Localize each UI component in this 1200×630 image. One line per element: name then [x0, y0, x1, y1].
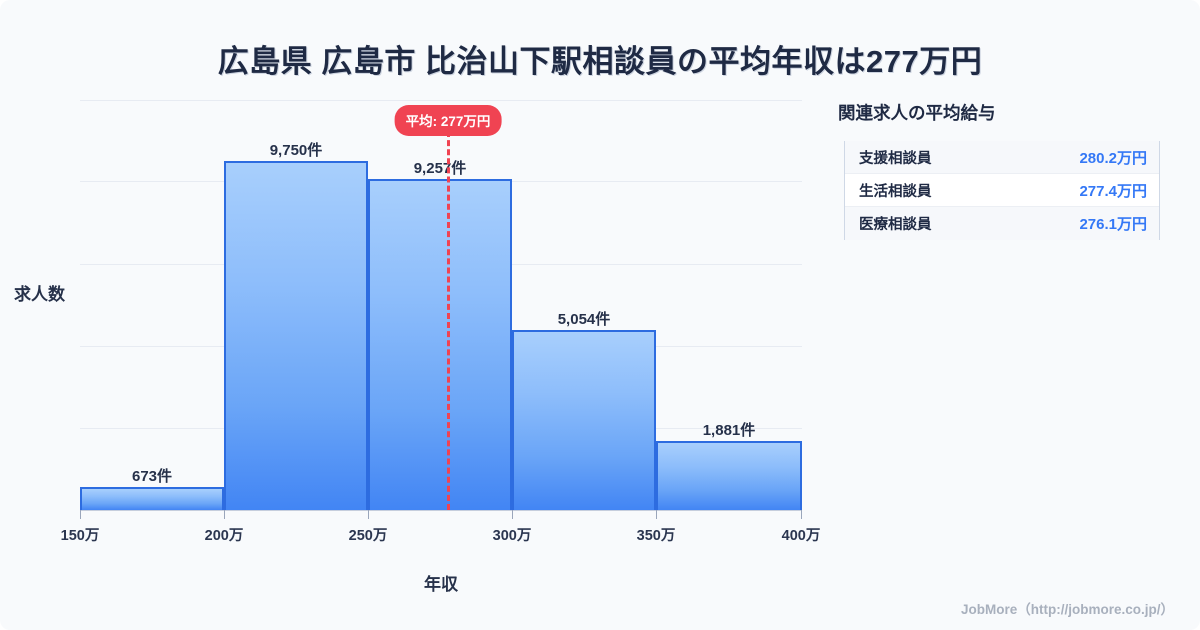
average-line	[447, 131, 450, 510]
table-row[interactable]: 生活相談員 277.4万円	[845, 174, 1159, 207]
bar-value-label: 9,257件	[413, 160, 467, 177]
related-salary-table: 支援相談員 280.2万円 生活相談員 277.4万円 医療相談員 276.1万…	[844, 141, 1160, 240]
y-axis-title: 求人数	[14, 285, 65, 304]
x-axis-tick-label: 300万	[492, 528, 532, 544]
bar-value-label: 673件	[131, 468, 173, 485]
histogram-bar[interactable]	[656, 441, 802, 510]
source-attribution: JobMore（http://jobmore.co.jp/）	[961, 602, 1174, 617]
histogram-bar[interactable]	[224, 161, 368, 510]
job-salary-value: 276.1万円	[1079, 216, 1147, 233]
related-salary-title: 関連求人の平均給与	[838, 103, 996, 123]
histogram-bar[interactable]	[512, 330, 656, 510]
histogram-bar[interactable]	[368, 179, 512, 510]
x-axis-tick	[80, 510, 81, 519]
x-axis-tick	[224, 510, 225, 519]
x-axis-tick-label: 400万	[781, 528, 821, 544]
page-title: 広島県 広島市 比治山下駅相談員の平均年収は277万円	[217, 44, 983, 79]
histogram-bar[interactable]	[80, 487, 224, 510]
x-axis-tick	[368, 510, 369, 519]
gridline	[80, 100, 802, 101]
job-title-label: 医療相談員	[859, 217, 932, 233]
x-axis-tick-label: 150万	[60, 528, 100, 544]
bar-value-label: 9,750件	[269, 142, 323, 159]
histogram-chart: 673件 9,750件 9,257件 5,054件 1,881件 平均: 277…	[14, 100, 820, 594]
bar-value-label: 1,881件	[702, 422, 756, 439]
x-axis-tick-label: 250万	[348, 528, 388, 544]
table-row[interactable]: 医療相談員 276.1万円	[845, 207, 1159, 240]
x-axis-tick-label: 200万	[204, 528, 244, 544]
job-salary-value: 280.2万円	[1079, 149, 1147, 167]
x-axis-tick	[801, 510, 802, 519]
x-axis-title: 年収	[424, 575, 458, 594]
x-axis-line	[80, 510, 802, 511]
x-axis-tick-label: 350万	[636, 528, 676, 544]
x-axis-tick	[656, 510, 657, 519]
x-axis-tick	[512, 510, 513, 519]
table-row[interactable]: 支援相談員 280.2万円	[845, 141, 1159, 174]
average-badge: 平均: 277万円	[394, 105, 502, 136]
related-salary-panel: 関連求人の平均給与 支援相談員 280.2万円 生活相談員 277.4万円 医療…	[836, 100, 1176, 240]
job-title-label: 生活相談員	[859, 183, 932, 200]
job-title-label: 支援相談員	[859, 150, 932, 167]
job-salary-value: 277.4万円	[1079, 182, 1147, 200]
bar-value-label: 5,054件	[557, 311, 611, 328]
